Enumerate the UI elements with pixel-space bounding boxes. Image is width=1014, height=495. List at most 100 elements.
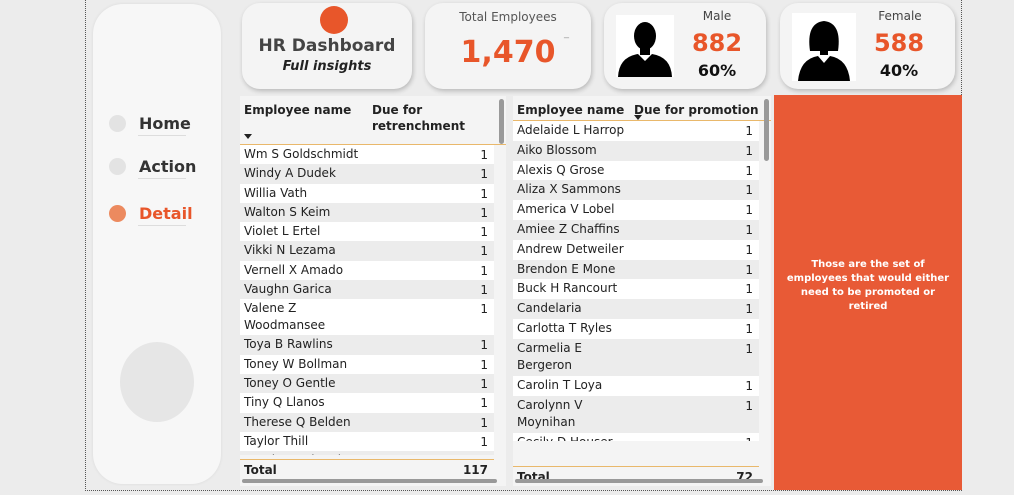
employee-name-cell: Willia Vath xyxy=(244,185,308,200)
table-body[interactable]: Adelaide L Harrop 1 Aiko Blossom 1 Alexis Q … xyxy=(513,121,759,441)
value-cell: 1 xyxy=(480,186,488,201)
sort-down-icon[interactable] xyxy=(244,134,252,139)
value-cell: 1 xyxy=(745,435,753,441)
value-cell: 1 xyxy=(745,222,753,237)
employee-name-cell: Brendon E Mone xyxy=(517,261,616,276)
page-subtitle: Full insights xyxy=(282,59,372,74)
table-row[interactable]: Vaughn Garica 1 xyxy=(240,280,494,300)
nav-label-detail: Detail xyxy=(139,204,193,223)
employee-name-cell: Buck H Rancourt xyxy=(517,281,618,296)
male-card: Male 882 60% xyxy=(604,3,766,89)
table-body[interactable]: Wm S Goldschmidt 1 Windy A Dudek 1 Willia Va… xyxy=(240,145,494,455)
value-cell: 1 xyxy=(480,167,488,182)
table-row[interactable]: Carolin T Loya 1 xyxy=(513,375,759,396)
table-row[interactable]: Vikki N Lezama 1 xyxy=(240,241,494,261)
table-row[interactable]: America V Lobel 1 xyxy=(513,200,759,220)
vertical-scrollbar[interactable] xyxy=(764,99,769,161)
value-cell: 1 xyxy=(745,302,753,317)
table-row[interactable]: Vernell X Amado 1 xyxy=(240,260,494,281)
table-row[interactable]: Wm S Goldschmidt 1 xyxy=(240,145,494,165)
table-row[interactable]: Alexis Q Grose 1 xyxy=(513,160,759,181)
employee-name-cell: Toya B Rawlins xyxy=(244,337,333,352)
table-row[interactable]: Aliza X Sammons 1 xyxy=(513,180,759,201)
table-row[interactable]: Carolynn V Moynihan 1 xyxy=(513,395,759,433)
employee-name-cell: Vikki N Lezama xyxy=(244,243,336,258)
employee-name-cell: Violet L Ertel xyxy=(244,224,321,239)
female-person-icon xyxy=(792,13,856,81)
table-total-row: Total 117 xyxy=(240,459,494,479)
employee-name-cell: Valene Z Woodmansee xyxy=(244,301,326,333)
value-cell: 1 xyxy=(480,434,488,449)
value-cell: 1 xyxy=(480,453,488,455)
male-person-icon xyxy=(616,15,674,77)
employee-name-cell: Wm S Goldschmidt xyxy=(244,147,359,161)
table-row[interactable]: Brendon E Mone 1 xyxy=(513,259,759,280)
info-panel-text: Those are the set of employees that woul… xyxy=(786,259,950,312)
table-row[interactable]: Therese Q Belden 1 xyxy=(240,412,494,432)
table-row[interactable]: Carmelia E Bergeron 1 xyxy=(513,338,759,376)
horizontal-scrollbar[interactable] xyxy=(515,479,763,483)
value-cell: 1 xyxy=(745,183,753,198)
table-row[interactable]: Toney O Gentle 1 xyxy=(240,373,494,394)
sort-down-icon[interactable] xyxy=(634,115,642,120)
employee-name-cell: Tapeka O Church xyxy=(244,452,364,455)
employee-name-cell: Therese Q Belden xyxy=(244,414,351,429)
column-header-due-retrenchment[interactable]: Due for retrenchment xyxy=(372,103,465,133)
table-row[interactable]: Cecily D Houser 1 xyxy=(513,432,759,441)
female-percent: 40% xyxy=(879,61,919,80)
table-row[interactable]: Willia Vath 1 xyxy=(240,183,494,203)
logo-dot-icon xyxy=(320,6,348,34)
table-row[interactable]: Toya B Rawlins 1 xyxy=(240,335,494,355)
table-row[interactable]: Toney W Bollman 1 xyxy=(240,354,494,374)
card-menu-mark: _ xyxy=(564,28,569,39)
table-row[interactable]: Amiee Z Chaffins 1 xyxy=(513,219,759,240)
value-cell: 1 xyxy=(480,148,488,162)
value-cell: 1 xyxy=(480,415,488,430)
table-row[interactable]: Aiko Blossom 1 xyxy=(513,140,759,161)
value-cell: 1 xyxy=(480,205,488,220)
male-count: 882 xyxy=(691,29,743,57)
table-row[interactable]: Valene Z Woodmansee 1 xyxy=(240,299,494,336)
value-cell: 1 xyxy=(745,378,753,393)
table-row[interactable]: Violet L Ertel 1 xyxy=(240,222,494,242)
male-label: Male xyxy=(702,9,732,23)
horizontal-scrollbar[interactable] xyxy=(242,479,497,483)
nav-item-detail[interactable]: Detail xyxy=(109,204,193,223)
employee-name-cell: Alexis Q Grose xyxy=(517,162,605,177)
value-cell: 1 xyxy=(745,143,753,158)
page-title: HR Dashboard xyxy=(258,36,396,56)
value-cell: 1 xyxy=(745,203,753,218)
column-header-employee-name[interactable]: Employee name xyxy=(517,103,625,117)
nav-item-action[interactable]: Action xyxy=(109,157,196,176)
employee-name-cell: Vernell X Amado xyxy=(244,262,344,277)
table-row[interactable]: Taylor Thill 1 xyxy=(240,431,494,452)
table-row[interactable]: Walton S Keim 1 xyxy=(240,202,494,223)
employee-name-cell: Amiee Z Chaffins xyxy=(517,221,620,236)
total-employees-value: 1,470 xyxy=(460,35,556,70)
promotion-table: Employee name Due for promotion Adelaide… xyxy=(513,96,771,486)
employee-name-cell: Aliza X Sammons xyxy=(517,182,621,197)
nav-item-home[interactable]: Home xyxy=(109,114,191,133)
employee-name-cell: Tiny Q Llanos xyxy=(244,395,325,410)
table-row[interactable]: Adelaide L Harrop 1 xyxy=(513,121,759,141)
table-header: Employee name Due for retrenchment xyxy=(240,96,506,145)
table-row[interactable]: Buck H Rancourt 1 xyxy=(513,279,759,300)
nav-dot-active-icon xyxy=(109,205,126,222)
table-row[interactable]: Tiny Q Llanos 1 xyxy=(240,393,494,413)
column-header-due-promotion[interactable]: Due for promotion xyxy=(634,103,759,117)
vertical-scrollbar[interactable] xyxy=(499,99,504,144)
value-cell: 1 xyxy=(745,163,753,178)
table-row[interactable]: Andrew Detweiler 1 xyxy=(513,239,759,260)
column-header-employee-name[interactable]: Employee name xyxy=(244,103,352,117)
table-row[interactable]: Tapeka O Church 1 xyxy=(240,451,494,455)
table-row[interactable]: Carlotta T Ryles 1 xyxy=(513,318,759,339)
female-count: 588 xyxy=(873,29,925,57)
value-cell: 1 xyxy=(745,398,753,413)
sidebar-decorative-circle xyxy=(120,342,194,422)
employee-name-cell: Vaughn Garica xyxy=(244,282,332,297)
table-row[interactable]: Windy A Dudek 1 xyxy=(240,164,494,184)
table-row[interactable]: Candelaria Zajicek1 xyxy=(513,299,759,332)
value-cell: 1 xyxy=(745,341,753,356)
sidebar: Home Action Detail xyxy=(93,4,221,484)
value-cell: 1 xyxy=(745,124,753,138)
